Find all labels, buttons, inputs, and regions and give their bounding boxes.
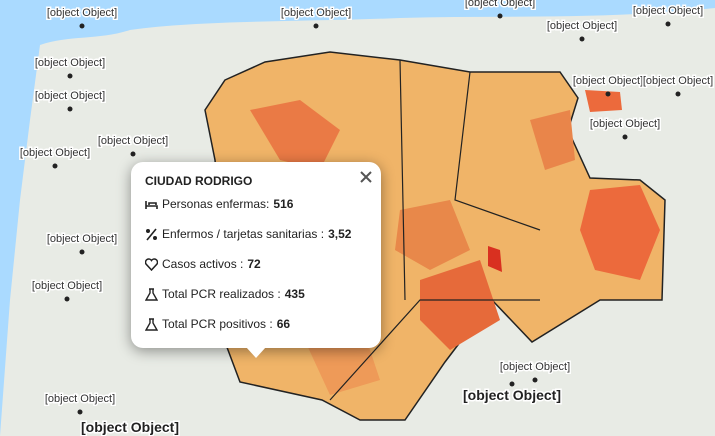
- place-dot: [665, 21, 671, 27]
- place-dot: [579, 36, 585, 42]
- province-border: [329, 59, 541, 401]
- place-label: [object Object]: [98, 135, 168, 147]
- place-dot: [675, 91, 681, 97]
- row-label: Enfermos / tarjetas sanitarias :: [162, 227, 325, 241]
- place-label: [object Object]: [590, 118, 660, 130]
- row-icon: [145, 287, 158, 301]
- popup-tip: [246, 347, 266, 358]
- place-label: [object Object]: [81, 419, 179, 435]
- row-icon: [145, 317, 158, 331]
- close-button[interactable]: [359, 170, 373, 184]
- row-label: Total PCR positivos :: [162, 317, 273, 331]
- place-dot: [605, 91, 611, 97]
- place-label: [object Object]: [643, 75, 713, 87]
- row-value: 3,52: [328, 227, 352, 241]
- area: [250, 100, 340, 170]
- place-label: [object Object]: [35, 57, 105, 69]
- popup: CIUDAD RODRIGO Personas enfermas: 516 Enfe…: [131, 162, 381, 348]
- place-label: [object Object]: [45, 393, 115, 405]
- popup-row: Total PCR realizados :435: [145, 286, 305, 302]
- row-value: 66: [276, 317, 291, 331]
- place-dot: [52, 163, 58, 169]
- place-dot: [622, 134, 628, 140]
- area: [585, 90, 622, 112]
- area: [530, 110, 575, 170]
- row-icon: [145, 257, 158, 271]
- row-value: 516: [273, 197, 294, 211]
- popup-row: Enfermos / tarjetas sanitarias :3,52: [145, 226, 351, 242]
- popup-row: Total PCR positivos :66: [145, 316, 290, 332]
- row-label: Total PCR realizados :: [162, 287, 281, 301]
- row-value: 72: [247, 257, 261, 271]
- place-label: [object Object]: [32, 280, 102, 292]
- place-dot: [79, 23, 85, 29]
- row-icon: [145, 200, 158, 209]
- row-label: Casos activos :: [162, 257, 244, 271]
- place-label: [object Object]: [500, 361, 570, 373]
- place-dot: [497, 13, 503, 19]
- place-label: [object Object]: [633, 5, 703, 17]
- place-dot: [532, 377, 538, 383]
- row-label: Personas enfermas:: [162, 197, 270, 211]
- area: [580, 185, 660, 280]
- place-label: [object Object]: [35, 90, 105, 102]
- area: [488, 246, 502, 272]
- place-dot: [64, 296, 70, 302]
- place-dot: [67, 106, 73, 112]
- place-label: [object Object]: [47, 7, 117, 19]
- popup-row: Personas enfermas: 516: [145, 196, 293, 212]
- row-icon: [146, 227, 157, 241]
- place-dot: [67, 73, 73, 79]
- area: [420, 260, 500, 350]
- popup-title: CIUDAD RODRIGO: [145, 174, 253, 188]
- place-label: [object Object]: [463, 387, 561, 403]
- place-dot: [509, 381, 515, 387]
- place-dot: [79, 249, 85, 255]
- place-label: [object Object]: [547, 20, 617, 32]
- place-label: [object Object]: [47, 233, 117, 245]
- place-dot: [130, 151, 136, 157]
- place-label: [object Object]: [281, 7, 351, 19]
- place-label: [object Object]: [573, 75, 643, 87]
- row-value: 435: [284, 287, 305, 301]
- popup-row: Casos activos :72: [145, 256, 261, 272]
- place-dot: [77, 409, 83, 415]
- place-label: [object Object]: [20, 147, 90, 159]
- place-label: [object Object]: [465, 0, 535, 9]
- area: [395, 200, 470, 270]
- place-dot: [313, 23, 319, 29]
